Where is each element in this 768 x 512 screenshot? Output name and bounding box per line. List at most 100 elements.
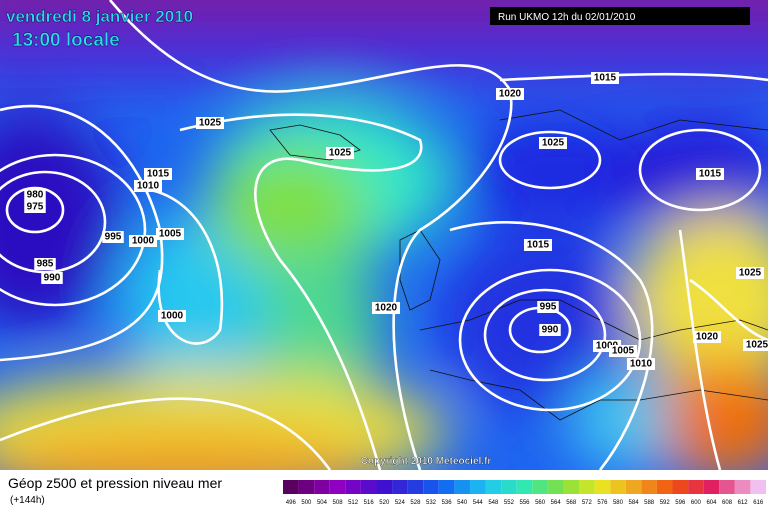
isobar-label-bg [24, 201, 46, 213]
scale-label: 548 [488, 500, 499, 506]
isobar-label-bg [537, 301, 559, 313]
scale-label: 604 [706, 500, 717, 506]
isobar-label-bg [158, 310, 186, 322]
run-info: Run UKMO 12h du 02/01/2010 [498, 12, 636, 23]
isobar-label: 1010 [630, 359, 653, 370]
scale-swatch [501, 480, 517, 494]
scale-swatch [392, 480, 408, 494]
scale-label: 592 [660, 500, 671, 506]
scale-label: 608 [722, 500, 733, 506]
isobar-label: 1020 [499, 89, 522, 100]
scale-swatch [329, 480, 346, 494]
scale-label: 584 [629, 500, 640, 506]
isobar-label: 1025 [542, 138, 565, 149]
isobar-label-bg [144, 168, 172, 180]
scale-swatch [314, 480, 330, 494]
scale-swatch [750, 480, 766, 494]
isobar-label: 990 [542, 325, 559, 336]
scale-label: 568 [566, 500, 577, 506]
isobar-label-bg [372, 302, 400, 314]
scale-label: 556 [519, 500, 530, 506]
isobar-label-bg [743, 339, 768, 351]
scale-swatch [547, 480, 564, 494]
copyright: Copyright 2010 Meteociel.fr [361, 456, 492, 467]
isobar-label: 1025 [329, 148, 352, 159]
scale-swatch [563, 480, 580, 494]
scale-label: 528 [410, 500, 421, 506]
scale-label: 580 [613, 500, 624, 506]
isobar-label: 985 [37, 259, 54, 270]
scale-swatch [298, 480, 315, 494]
scale-swatch [579, 480, 595, 494]
scale-swatch [688, 480, 704, 494]
isobar-label: 990 [44, 273, 61, 284]
scale-label: 588 [644, 500, 655, 506]
isobar-label: 1015 [527, 240, 550, 251]
scale-swatch [625, 480, 642, 494]
isobar-label-bg [539, 324, 561, 336]
scale-label: 600 [691, 500, 702, 506]
isobar-label: 980 [27, 190, 44, 201]
isobar-label: 995 [105, 232, 122, 243]
scale-swatch [734, 480, 751, 494]
scale-swatch [485, 480, 502, 494]
isobar-label-bg [693, 331, 721, 343]
scale-swatch [641, 480, 657, 494]
scale-label: 512 [348, 500, 359, 506]
isobar-label: 1015 [147, 169, 170, 180]
isobar-label-bg [627, 358, 655, 370]
scale-swatch [703, 480, 720, 494]
scale-swatch [594, 480, 611, 494]
scale-label: 564 [551, 500, 562, 506]
isobar-label: 1020 [696, 332, 719, 343]
scale-swatch [376, 480, 393, 494]
isobar-label-bg [24, 189, 46, 201]
scale-label: 612 [738, 500, 749, 506]
scale-label: 520 [379, 500, 390, 506]
isobar-label-bg [134, 180, 162, 192]
scale-label: 560 [535, 500, 546, 506]
isobar-label-bg [156, 228, 184, 240]
isobar-label: 1025 [739, 268, 762, 279]
scale-label: 508 [333, 500, 344, 506]
scale-label: 536 [442, 500, 453, 506]
time-title: 13:00 locale [12, 30, 120, 51]
scale-swatch [360, 480, 377, 494]
isobar-label-bg [609, 345, 637, 357]
scale-label: 532 [426, 500, 437, 506]
isobar-label-bg [326, 147, 354, 159]
scale-label: 504 [317, 500, 328, 506]
scale-swatch [610, 480, 626, 494]
scale-swatch [516, 480, 533, 494]
scale-swatch [672, 480, 689, 494]
isobar-label: 1020 [375, 303, 398, 314]
scale-swatch [423, 480, 439, 494]
scale-label: 524 [395, 500, 406, 506]
isobar-label-bg [696, 168, 724, 180]
isobar-label-bg [129, 235, 157, 247]
scale-swatch [656, 480, 673, 494]
isobar-label: 1000 [132, 236, 155, 247]
scale-label: 552 [504, 500, 515, 506]
isobar-label-bg [496, 88, 524, 100]
isobar-label-bg [102, 231, 124, 243]
scale-label: 544 [473, 500, 484, 506]
isobar-label: 1010 [137, 181, 160, 192]
scale-label: 540 [457, 500, 468, 506]
scale-swatch [345, 480, 361, 494]
isobar-label: 1015 [699, 169, 722, 180]
scale-swatch [454, 480, 470, 494]
scale-swatch [719, 480, 735, 494]
isobar-label-bg [41, 272, 63, 284]
isobar-label: 975 [27, 202, 44, 213]
scale-label: 596 [675, 500, 686, 506]
scale-swatch [283, 480, 299, 494]
color-scale: 496 500 504 508 512 516 520 524 528 532 536 540 544 5… [283, 480, 766, 506]
isobar-label-bg [34, 258, 56, 270]
isobar-label-bg [539, 137, 567, 149]
scale-label: 572 [582, 500, 593, 506]
